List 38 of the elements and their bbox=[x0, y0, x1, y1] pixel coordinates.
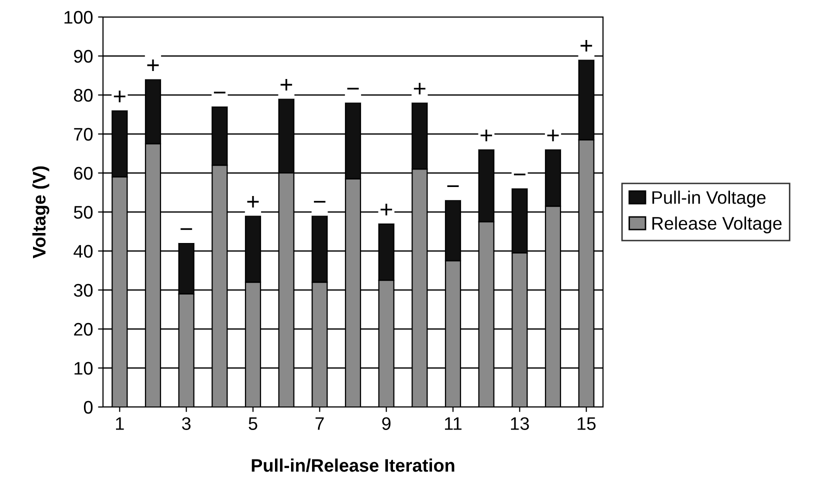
x-tick-label: 11 bbox=[445, 417, 462, 430]
annotation: + bbox=[247, 196, 259, 208]
x-tick-label: 1 bbox=[116, 417, 124, 430]
annotation: + bbox=[280, 78, 292, 91]
annotation: − bbox=[447, 185, 459, 187]
y-tick-label: 60 bbox=[74, 166, 93, 180]
annotation: + bbox=[547, 130, 559, 142]
annotation: + bbox=[147, 59, 159, 72]
x-tick-label: 15 bbox=[578, 417, 596, 430]
y-tick-label: 40 bbox=[74, 244, 93, 258]
annotation: + bbox=[380, 204, 392, 216]
annotation: − bbox=[347, 88, 359, 90]
x-axis-title: Pull-in/Release Iteration bbox=[252, 458, 454, 472]
x-tick-label: 7 bbox=[316, 417, 324, 430]
annotation: + bbox=[480, 130, 492, 142]
annotation: − bbox=[514, 174, 526, 176]
legend-label: Pull-in Voltage bbox=[652, 190, 766, 208]
annotation: + bbox=[414, 82, 426, 94]
y-tick-label: 70 bbox=[74, 128, 93, 141]
y-tick-label: 50 bbox=[74, 206, 93, 219]
legend-label: Release Voltage bbox=[652, 216, 782, 234]
y-axis-title: Voltage (V) bbox=[32, 166, 50, 258]
y-tick-label: 80 bbox=[74, 88, 93, 102]
annotation: + bbox=[580, 40, 592, 52]
y-tick-label: 20 bbox=[74, 322, 93, 336]
x-tick-label: 13 bbox=[511, 417, 529, 430]
y-tick-label: 10 bbox=[74, 362, 93, 375]
annotation: − bbox=[214, 92, 226, 94]
annotation: + bbox=[114, 90, 126, 102]
annotation: − bbox=[180, 228, 192, 230]
annotation: − bbox=[314, 200, 326, 203]
x-tick-label: 3 bbox=[182, 417, 191, 430]
x-tick-label: 9 bbox=[382, 417, 390, 430]
y-tick-label: 0 bbox=[84, 400, 93, 414]
y-tick-label: 90 bbox=[74, 50, 93, 63]
y-tick-label: 100 bbox=[64, 10, 93, 24]
x-tick-label: 5 bbox=[248, 417, 258, 430]
y-tick-label: 30 bbox=[74, 284, 93, 297]
